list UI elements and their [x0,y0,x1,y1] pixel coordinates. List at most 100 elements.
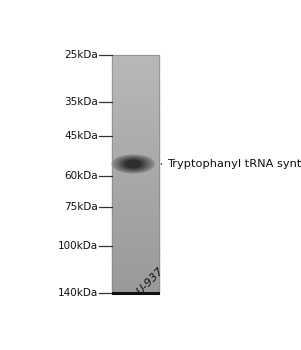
Bar [112,258,159,259]
Bar [112,285,159,287]
Bar [112,236,159,237]
Bar [112,272,159,274]
Ellipse shape [114,156,152,172]
Bar [112,91,159,92]
Bar [112,222,159,224]
Bar [112,220,159,222]
Bar [112,105,159,106]
Bar [112,144,159,146]
Bar [112,78,159,79]
Bar [112,200,159,201]
Bar [112,131,159,133]
Bar [112,114,159,116]
Bar [112,279,159,281]
Text: 60kDa: 60kDa [64,171,98,181]
Ellipse shape [113,155,154,173]
Ellipse shape [120,158,146,170]
Bar [112,85,159,86]
Bar [112,125,159,127]
Bar [112,107,159,109]
Bar [112,68,159,70]
Bar [112,183,159,185]
Text: 35kDa: 35kDa [64,97,98,107]
Bar [112,59,159,60]
Bar [112,156,159,158]
Ellipse shape [119,158,147,170]
Bar [112,56,159,293]
Bar [112,66,159,67]
Bar [112,212,159,213]
Bar [112,60,159,61]
Bar [112,116,159,117]
Ellipse shape [118,157,149,171]
Bar [112,276,159,277]
Bar [112,173,159,174]
Bar [112,90,159,91]
Ellipse shape [122,159,144,169]
Ellipse shape [121,159,145,169]
Bar [112,151,159,153]
Bar [112,99,159,100]
Bar [112,215,159,217]
Bar [112,199,159,200]
Bar [112,83,159,84]
Ellipse shape [125,160,142,168]
Bar [112,157,159,159]
Bar [112,112,159,114]
Text: Tryptophanyl tRNA synthetase: Tryptophanyl tRNA synthetase [161,159,301,169]
Bar [112,191,159,193]
Ellipse shape [126,160,141,168]
Bar [112,98,159,99]
Bar [112,63,159,65]
Bar [112,142,159,143]
Bar [112,244,159,245]
Bar [112,111,159,112]
Bar [112,74,159,76]
Bar [112,184,159,186]
Bar [112,164,159,166]
Bar [112,270,159,271]
Bar [112,209,159,211]
Bar [112,277,159,278]
Bar [112,239,159,240]
Bar [112,139,159,141]
Bar [112,265,159,267]
Bar [112,194,159,195]
Bar [112,245,159,246]
Bar [112,170,159,172]
Bar [112,266,159,268]
Bar [112,145,159,147]
Bar [112,71,159,72]
Bar [112,158,159,160]
Ellipse shape [113,156,153,172]
Bar [112,67,159,69]
Bar [112,168,159,169]
Bar [112,289,159,290]
Bar [112,202,159,204]
Bar [112,252,159,253]
Bar [112,113,159,115]
Text: 75kDa: 75kDa [64,202,98,212]
Ellipse shape [116,157,150,171]
Bar [112,278,159,280]
Bar [112,172,159,173]
Ellipse shape [127,161,140,167]
Ellipse shape [115,156,152,172]
Bar [112,247,159,249]
Bar [112,104,159,105]
Bar [112,233,159,235]
Bar [112,136,159,137]
Bar [112,188,159,189]
Ellipse shape [126,161,141,168]
Bar [112,77,159,78]
Bar [112,155,159,156]
Bar [112,123,159,124]
Ellipse shape [120,158,147,170]
Bar [112,167,159,168]
Bar [112,130,159,131]
Ellipse shape [118,158,149,170]
Bar [112,108,159,110]
Bar [112,163,159,164]
Bar [112,96,159,97]
Bar [112,160,159,161]
